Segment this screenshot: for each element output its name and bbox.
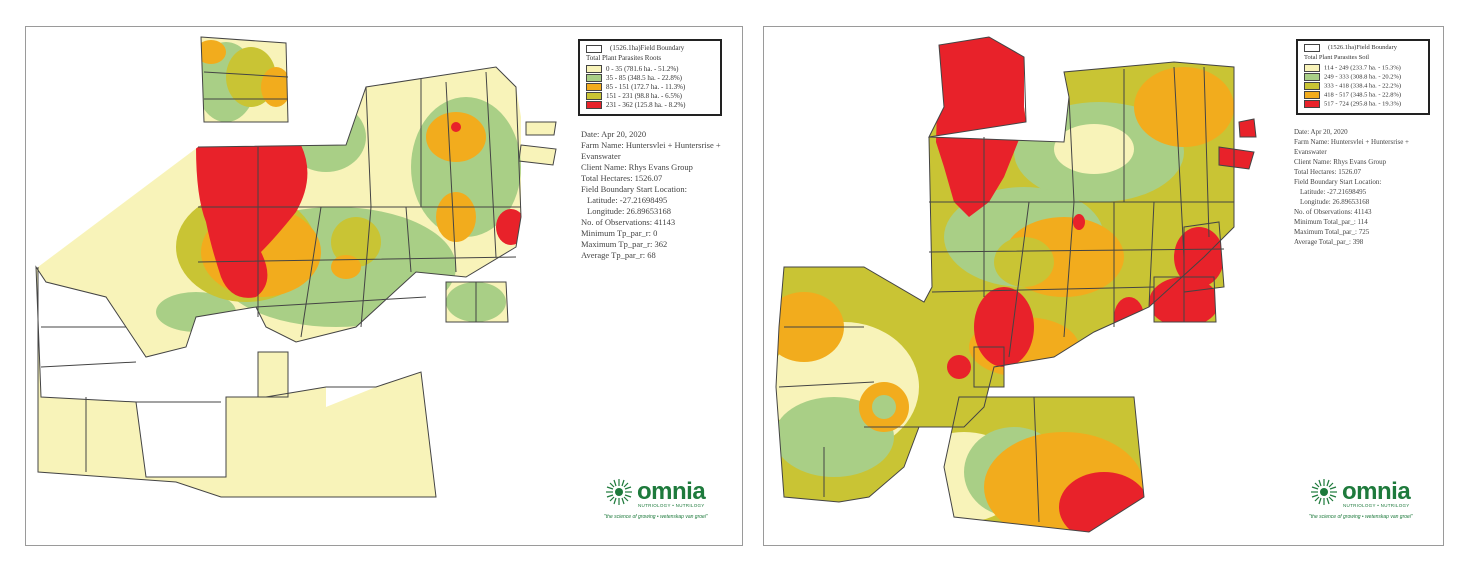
- zone-medium: [436, 192, 476, 242]
- zone-very-high: [936, 37, 1026, 217]
- zone-very-high: [496, 209, 526, 245]
- zone-low: [1054, 124, 1134, 174]
- zone-high: [331, 217, 381, 267]
- legend-class: 151 - 231 (98.8 ha. - 6.5%): [586, 92, 714, 101]
- info-line: No. of Observations: 41143: [581, 217, 676, 227]
- map-info: Date: Apr 20, 2020 Farm Name: Huntersvle…: [1294, 127, 1409, 247]
- logo-slogan: "the science of growing • wetenskap van …: [604, 514, 708, 520]
- info-line: Evanswater: [581, 151, 621, 161]
- info-line: Maximum Total_par_: 725: [1294, 228, 1370, 236]
- info-line: Longitude: 26.89653168: [1300, 198, 1370, 206]
- legend-class: 231 - 362 (125.8 ha. - 8.2%): [586, 101, 714, 110]
- legend-classes: 0 - 35 (781.6 ha. - 51.2%) 35 - 85 (348.…: [586, 65, 714, 110]
- boundary-swatch: [1304, 44, 1320, 53]
- zone-medium: [331, 255, 361, 279]
- info-line: Client Name: Rhys Evans Group: [1294, 158, 1387, 166]
- field-boundaries: [775, 36, 1257, 533]
- info-line: Latitude: -27.21698495: [587, 195, 668, 205]
- legend-class: 35 - 85 (348.5 ha. - 22.8%): [586, 74, 714, 83]
- info-line: Maximum Tp_par_r: 362: [581, 239, 668, 249]
- map-info: Date: Apr 20, 2020 Farm Name: Huntersvle…: [581, 129, 721, 261]
- zone-very-high: [947, 355, 971, 379]
- info-line: Minimum Tp_par_r: 0: [581, 228, 658, 238]
- logo-wordmark: omnia: [637, 478, 706, 505]
- legend-classes: 114 - 249 (233.7 ha. - 15.3%) 249 - 333 …: [1304, 64, 1422, 109]
- legend-class: 0 - 35 (781.6 ha. - 51.2%): [586, 65, 714, 74]
- legend-class: 517 - 724 (295.8 ha. - 19.3%): [1304, 99, 1422, 109]
- zone-very-high: [1059, 472, 1149, 532]
- zone-very-high: [1114, 297, 1144, 337]
- info-line: Average Tp_par_r: 68: [581, 250, 656, 260]
- nematode-map-soil: [775, 36, 1257, 533]
- info-line: No. of Observations: 41143: [1294, 208, 1372, 216]
- legend-class: 333 - 418 (338.4 ha. - 22.2%): [1304, 81, 1422, 91]
- zone-medium: [196, 40, 226, 64]
- map-panel-soil: (1526.1ha)Field Boundary Total Plant Par…: [763, 26, 1444, 546]
- info-line: Farm Name: Huntersvlei + Huntersrise +: [1294, 138, 1410, 146]
- legend-subtitle: Total Plant Parasites Roots: [586, 54, 662, 62]
- logo-tagline: NUTRIOLOGY • NUTRILOGY: [1343, 503, 1410, 508]
- field-boundaries: [35, 36, 557, 498]
- legend-class: 85 - 151 (172.7 ha. - 11.3%): [586, 83, 714, 92]
- sunburst-icon: [606, 479, 632, 505]
- legend-class: 249 - 333 (308.8 ha. - 20.2%): [1304, 72, 1422, 82]
- info-line: Field Boundary Start Location:: [1294, 178, 1382, 186]
- omnia-logo: omnia NUTRIOLOGY • NUTRILOGY "the scienc…: [604, 477, 708, 520]
- info-line: Date: Apr 20, 2020: [1294, 128, 1348, 136]
- info-line: Farm Name: Huntersvlei + Huntersrise +: [581, 140, 721, 150]
- sunburst-icon: [1311, 479, 1337, 505]
- info-line: Total Hectares: 1526.07: [1294, 168, 1361, 176]
- logo-slogan: "the science of growing • wetenskap van …: [1309, 514, 1413, 520]
- zone-very-high: [1073, 214, 1085, 230]
- map-legend: (1526.1ha)Field Boundary Total Plant Par…: [1296, 39, 1430, 115]
- info-line: Average Total_par_: 398: [1294, 238, 1364, 246]
- zone-very-high: [1219, 119, 1256, 169]
- nematode-map-roots: [35, 36, 557, 498]
- info-line: Evanswater: [1294, 148, 1327, 156]
- zone-very-high: [451, 122, 461, 132]
- info-line: Longitude: 26.89653168: [587, 206, 672, 216]
- legend-boundary-label: (1526.1ha)Field Boundary: [1328, 44, 1397, 51]
- zone-high: [994, 237, 1054, 287]
- zone-medium: [1134, 67, 1234, 147]
- legend-class: 114 - 249 (233.7 ha. - 15.3%): [1304, 64, 1422, 73]
- map-panel-roots: (1526.1ha)Field Boundary Total Plant Par…: [25, 26, 743, 546]
- logo-wordmark: omnia: [1342, 478, 1411, 505]
- info-line: Total Hectares: 1526.07: [581, 173, 663, 183]
- info-line: Field Boundary Start Location:: [581, 184, 687, 194]
- logo-tagline: NUTRIOLOGY • NUTRILOGY: [638, 503, 705, 508]
- zone-very-high: [196, 145, 308, 298]
- map-legend: (1526.1ha)Field Boundary Total Plant Par…: [578, 39, 722, 116]
- zone-high: [872, 395, 896, 419]
- info-line: Latitude: -27.21698495: [1300, 188, 1367, 196]
- legend-subtitle: Total Plant Parasites Soil: [1304, 53, 1370, 61]
- info-line: Client Name: Rhys Evans Group: [581, 162, 693, 172]
- legend-class: 418 - 517 (348.5 ha. - 22.8%): [1304, 90, 1422, 100]
- legend-boundary-label: (1526.1ha)Field Boundary: [610, 44, 685, 52]
- boundary-swatch: [586, 44, 602, 53]
- omnia-logo: omnia NUTRIOLOGY • NUTRILOGY "the scienc…: [1309, 477, 1413, 520]
- info-line: Date: Apr 20, 2020: [581, 129, 647, 139]
- info-line: Minimum Total_par_: 114: [1294, 218, 1368, 226]
- zone-medium: [426, 112, 486, 162]
- zone-very-high: [1174, 227, 1224, 287]
